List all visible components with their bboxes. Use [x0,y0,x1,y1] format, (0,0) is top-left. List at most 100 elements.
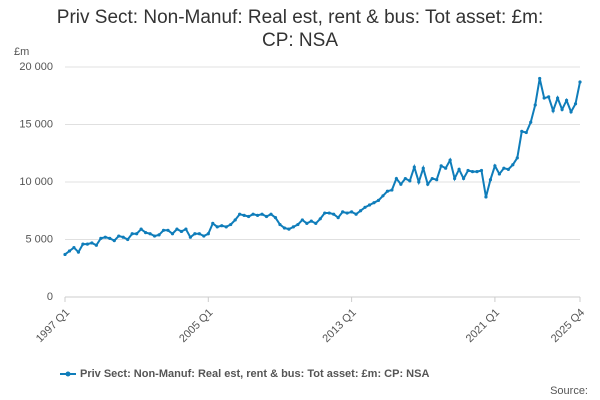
point [202,234,206,238]
y-axis-label: £m [14,46,29,58]
point [573,102,578,106]
point [148,232,152,236]
point [385,189,390,193]
point [430,176,434,181]
point [269,212,273,216]
point [564,98,569,102]
point [318,217,322,221]
point [497,172,501,176]
legend-marker [65,371,71,377]
point [470,170,475,174]
legend-label: Priv Sect: Non-Manuf: Real est, rent & b… [80,368,429,380]
point [108,236,112,240]
point [350,210,354,214]
point [211,221,215,225]
point [193,232,197,236]
point [412,165,416,169]
point [551,109,555,113]
point [403,176,407,181]
point [314,221,318,225]
point [161,228,166,232]
point [278,222,282,227]
point [144,231,148,235]
point [390,188,394,192]
point [538,76,542,81]
point [72,245,76,250]
point [166,228,170,232]
point [260,212,264,216]
point [179,229,184,234]
point [255,213,260,217]
point [533,103,537,107]
source: Source: [550,385,588,397]
point [556,96,560,100]
point [197,232,201,236]
point [332,212,336,216]
point [300,218,304,222]
point [206,232,210,236]
point [242,213,246,217]
x-tick-label: 2021 Q1 [464,307,502,345]
chart-title: Priv Sect: Non-Manuf: Real est, rent & b… [56,7,544,51]
point [215,225,219,229]
point [529,120,533,124]
point [363,205,367,209]
point [417,180,421,184]
point [76,250,81,254]
point [524,130,528,135]
point [175,227,179,231]
point [112,239,116,243]
point [247,214,251,219]
point [475,170,479,174]
point [345,211,349,215]
point [229,222,233,227]
point [251,212,255,216]
point [578,80,582,84]
point [515,156,519,160]
point [117,234,121,238]
y-tick-label: 15 000 [19,118,53,130]
point [484,195,488,199]
point [542,96,546,100]
point [224,225,228,229]
point [220,224,224,228]
point [381,194,385,198]
point [103,235,107,239]
point [121,235,125,239]
point [444,166,448,170]
point [188,235,192,239]
point [511,163,515,167]
point [264,214,269,219]
point [233,218,237,222]
point [238,212,242,216]
point [184,227,188,231]
point [67,249,72,253]
point [282,226,287,230]
point [426,182,430,186]
x-tick-label: 2013 Q1 [320,307,358,345]
point [408,179,412,183]
point [327,211,331,215]
point [152,234,157,238]
point [135,232,139,236]
point [488,178,493,182]
y-tick-label: 0 [47,291,53,303]
point [85,242,89,246]
point [296,222,300,227]
x-tick-label: 1997 Q1 [34,307,72,345]
point [291,225,295,229]
point [453,176,457,181]
point [126,237,130,242]
point [493,164,497,168]
point [372,201,376,205]
point [273,216,278,220]
point [457,167,461,171]
x-tick-label: 2025 Q4 [549,307,587,345]
point [448,158,452,162]
point [305,221,309,225]
point [376,198,381,202]
point [466,168,470,173]
point [130,232,134,236]
